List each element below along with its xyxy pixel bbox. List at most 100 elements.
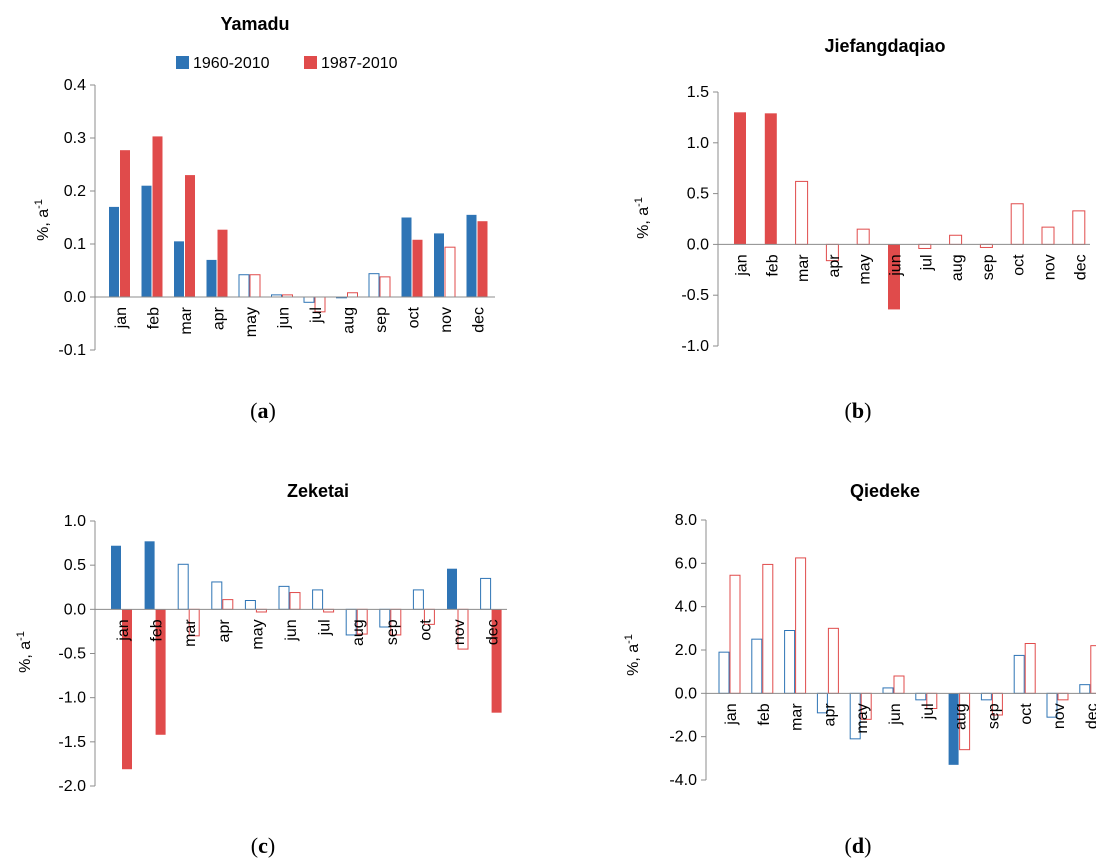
y-tick-label: 0.5 — [687, 186, 709, 203]
bar-1987-2010-dec — [477, 221, 488, 297]
category-label-dec: dec — [485, 619, 502, 645]
y-tick-label: 0.0 — [64, 289, 86, 306]
bar-1987-2010-aug — [347, 292, 358, 298]
bar-1960-2010-jul — [915, 692, 927, 701]
chart-title: Zeketai — [287, 481, 349, 501]
y-axis-label: %, a-1 — [633, 197, 652, 239]
category-label-jun: jun — [276, 307, 293, 329]
bar-1987-2010-mar — [795, 180, 809, 245]
legend-swatch-1960-2010 — [176, 56, 189, 69]
chart-panel-0: Yamadu 0.4 0.3 0.2 0.1 0.0 -0.1 %, a-1 jan feb mar… — [33, 14, 495, 423]
chart-panel-2: Zeketai 1.0 0.5 0.0 -0.5 -1.0 -1.5 -2.0 %, a-1 ja… — [15, 481, 507, 858]
category-label-apr: apr — [211, 306, 228, 330]
category-label-aug: aug — [341, 307, 358, 334]
bar-1960-2010-oct — [412, 589, 424, 610]
bar-1987-2010-nov — [1041, 226, 1055, 245]
bar-1987-2010-oct — [412, 239, 423, 297]
category-label-sep: sep — [373, 307, 390, 333]
bar-1987-2010-nov — [1057, 692, 1069, 701]
legend: 1960-2010 1987-2010 — [176, 55, 398, 72]
category-label-jul: jul — [308, 307, 325, 324]
bar-1960-2010-apr — [206, 259, 217, 297]
category-label-jul: jul — [317, 619, 334, 636]
category-label-jan: jan — [734, 254, 751, 276]
y-tick-label: 0.1 — [64, 236, 86, 253]
y-tick-label: 0.4 — [64, 77, 86, 94]
category-label-mar: mar — [789, 703, 806, 731]
category-label-aug: aug — [350, 619, 367, 646]
category-label-mar: mar — [795, 254, 812, 282]
bar-1987-2010-dec — [491, 609, 502, 713]
y-tick-label: 8.0 — [675, 512, 697, 529]
category-label-oct: oct — [417, 619, 434, 641]
bar-1987-2010-dec — [1090, 645, 1096, 694]
category-label-dec: dec — [471, 307, 488, 333]
chart-title: Qiedeke — [850, 481, 920, 501]
bar-1987-2010-oct — [1010, 203, 1024, 245]
y-tick-label: -2.0 — [669, 729, 697, 746]
bar-1960-2010-nov — [434, 233, 444, 297]
category-label-may: may — [243, 307, 260, 337]
category-label-jun: jun — [283, 619, 300, 641]
chart-title: Yamadu — [220, 14, 289, 34]
category-label-oct: oct — [1018, 703, 1035, 725]
bar-1987-2010-apr — [217, 229, 228, 297]
y-tick-label: 4.0 — [675, 599, 697, 616]
bar-1987-2010-feb — [762, 563, 774, 694]
y-tick-label: -1.0 — [58, 690, 86, 707]
bar-1960-2010-dec — [466, 214, 477, 297]
category-label-sep: sep — [980, 254, 997, 280]
bar-1960-2010-sep — [368, 273, 380, 298]
y-axis-label: %, a-1 — [623, 634, 642, 676]
bar-1960-2010-may — [244, 600, 256, 610]
y-tick-label: -4.0 — [669, 772, 697, 789]
category-label-feb: feb — [146, 307, 163, 329]
category-label-apr: apr — [821, 703, 838, 727]
y-tick-label: 1.5 — [687, 84, 709, 101]
category-label-nov: nov — [1042, 254, 1059, 280]
bar-1987-2010-apr — [827, 627, 839, 694]
panel-label: (d) — [845, 833, 872, 858]
bar-1987-2010-apr — [222, 599, 234, 610]
y-tick-label: -0.5 — [58, 646, 86, 663]
y-tick-label: -1.0 — [681, 338, 709, 355]
panel-label: (c) — [251, 833, 275, 858]
y-tick-label: 0.2 — [64, 183, 86, 200]
bar-1987-2010-oct — [1024, 643, 1036, 694]
bar-1960-2010-jan — [111, 545, 121, 610]
bar-1987-2010-feb — [155, 609, 166, 735]
bar-1960-2010-apr — [211, 581, 223, 610]
category-label-dec: dec — [1072, 254, 1089, 280]
bar-1987-2010-jun — [888, 244, 900, 310]
y-tick-label: 2.0 — [675, 642, 697, 659]
bar-1960-2010-jan — [109, 206, 119, 297]
bar-1960-2010-mar — [177, 563, 189, 610]
bar-1987-2010-dec — [1072, 210, 1086, 245]
category-label-jun: jun — [888, 254, 905, 276]
y-tick-label: -0.1 — [58, 342, 86, 359]
bar-1960-2010-may — [238, 274, 250, 298]
chart-panel-3: Qiedeke 8.0 6.0 4.0 2.0 0.0 -2.0 -4.0 %, a-1 jan f… — [623, 481, 1096, 858]
bar-1987-2010-aug — [949, 234, 963, 245]
bar-1960-2010-oct — [401, 217, 412, 297]
legend-label-1987-2010: 1987-2010 — [321, 55, 398, 72]
bar-1960-2010-jun — [278, 585, 290, 610]
bar-1960-2010-feb — [751, 638, 763, 694]
chart-title: Jiefangdaqiao — [824, 36, 945, 56]
bar-1987-2010-may — [249, 274, 261, 298]
category-label-dec: dec — [1084, 703, 1096, 729]
category-label-may: may — [249, 619, 266, 649]
category-label-nov: nov — [438, 307, 455, 333]
category-label-nov: nov — [1051, 703, 1068, 729]
category-label-feb: feb — [764, 254, 781, 276]
y-tick-label: 0.3 — [64, 130, 86, 147]
chart-panel-1: Jiefangdaqiao 1.5 1.0 0.5 0.0 -0.5 -1.0 %, a-1 j… — [633, 36, 1090, 423]
bar-1987-2010-jul — [918, 243, 932, 249]
panel-label: (a) — [250, 398, 276, 423]
category-label-may: may — [854, 703, 871, 733]
category-label-aug: aug — [949, 254, 966, 281]
bar-1987-2010-jan — [120, 150, 130, 297]
bar-1987-2010-nov — [444, 246, 456, 298]
category-label-mar: mar — [178, 306, 195, 334]
